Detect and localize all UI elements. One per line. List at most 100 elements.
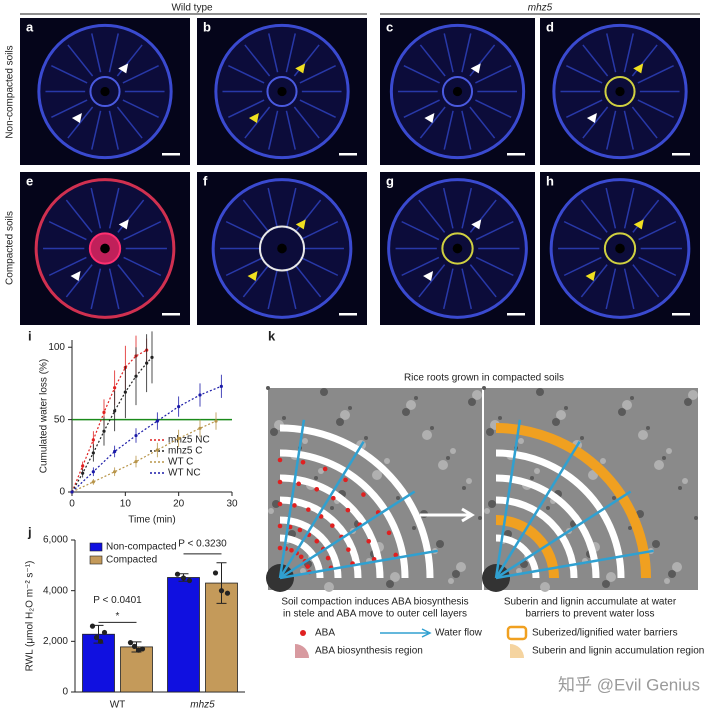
water-flow-arrow [279,549,438,580]
panel-label: e [26,173,33,188]
legend-aba-region [295,644,309,658]
panel-label: b [203,19,211,34]
cortex-spoke [419,44,446,77]
cortex-spoke [67,106,94,139]
soil-grain [540,582,550,592]
cortex-spoke [580,264,608,298]
stele [441,232,474,265]
arrowhead [585,271,596,282]
cortex-spoke [403,64,440,84]
cortex-spoke [300,220,339,241]
soil-grain [302,438,308,444]
soil-grain [602,580,610,588]
legend-accumulation-region [510,644,524,658]
cortex-spoke [90,187,102,229]
y-tick-label: 2,000 [43,636,68,647]
soil-grain [372,470,382,480]
panel-label: c [386,19,393,34]
soil-grain [468,398,476,406]
cortex-spoke [442,268,454,310]
vessel [100,243,110,254]
replicate-point [212,570,219,576]
cortex-spoke [563,220,602,241]
soil-grain [384,458,390,464]
cell-layer [495,449,625,579]
aba-dot [277,457,283,463]
soil-grain [618,408,626,416]
soil-grain [348,406,352,410]
soil-grain [484,508,490,514]
diagram-caption: Soil compaction induces ABA biosynthesis [281,597,468,608]
x-tick-label: 10 [120,499,132,510]
soil-grain [552,418,560,426]
cortex-spoke [582,44,609,77]
soil-grain [436,540,444,548]
cortex-spoke [268,33,279,73]
y-axis-label: RWL (μmol H₂O m⁻² s⁻¹) [25,561,36,672]
arrowhead [118,219,129,230]
legend-label: WT C [168,457,193,468]
cortex-spoke [637,99,674,119]
cortex-spoke [91,110,102,150]
annotation: P < 0.0401 [93,595,142,606]
cortex-spoke [293,44,320,77]
soil-grain [462,486,466,490]
soil-grain [466,478,472,484]
cortex-spoke [638,220,677,241]
arrowhead [471,219,482,230]
soil-grain [556,410,566,420]
cortex-spoke [123,256,162,277]
cortex-spoke [475,220,514,241]
soil-grain [564,406,568,410]
soil-grain [580,436,584,440]
soil-grain [488,500,496,508]
cortex-spoke [563,256,602,277]
error-bar [216,562,227,604]
legend-aba [300,630,306,636]
aba-dot [361,492,366,497]
annotation: * [116,611,120,622]
replicate-point [180,575,187,581]
soil-grain [318,468,324,474]
soil-grain [546,506,550,510]
stele [604,75,636,108]
soil-grain [438,460,448,470]
soil-grain [652,540,660,548]
cortex-spoke [469,264,497,298]
vessel [277,86,287,97]
cortex-spoke [475,99,512,119]
cortex-spoke [475,256,514,277]
water-flow-arrow [494,419,522,579]
cortex-spoke [623,268,635,310]
replicate-point [174,571,181,577]
cortex-spoke [605,268,617,310]
panel-label: g [386,173,394,188]
cortex-spoke [267,187,279,229]
cortex-spoke [122,99,159,119]
soil-grain [612,496,616,500]
cortex-spoke [442,187,454,229]
soil-grain [664,578,670,584]
aba-dot [346,547,351,552]
stele [266,75,298,108]
scale-bar [672,153,690,156]
soil-grain [688,390,698,400]
soil-grain [694,516,698,520]
arrowhead [423,271,434,282]
soil-grain [452,570,460,578]
aba-dot [292,503,297,508]
panel-label: h [546,173,554,188]
soil-grain [414,396,418,400]
soil-grain [336,418,344,426]
cortex-spoke [469,44,496,77]
soil-grain [390,572,400,582]
soil-grain [422,430,432,440]
cortex-spoke [51,99,88,119]
water-flow-arrow [494,440,581,579]
arrowhead [248,112,259,123]
aba-dot [314,487,320,492]
soil-grain [498,416,502,420]
row-label: Compacted soils [5,211,16,285]
cortex-spoke [566,64,603,84]
arrowhead [633,63,644,74]
